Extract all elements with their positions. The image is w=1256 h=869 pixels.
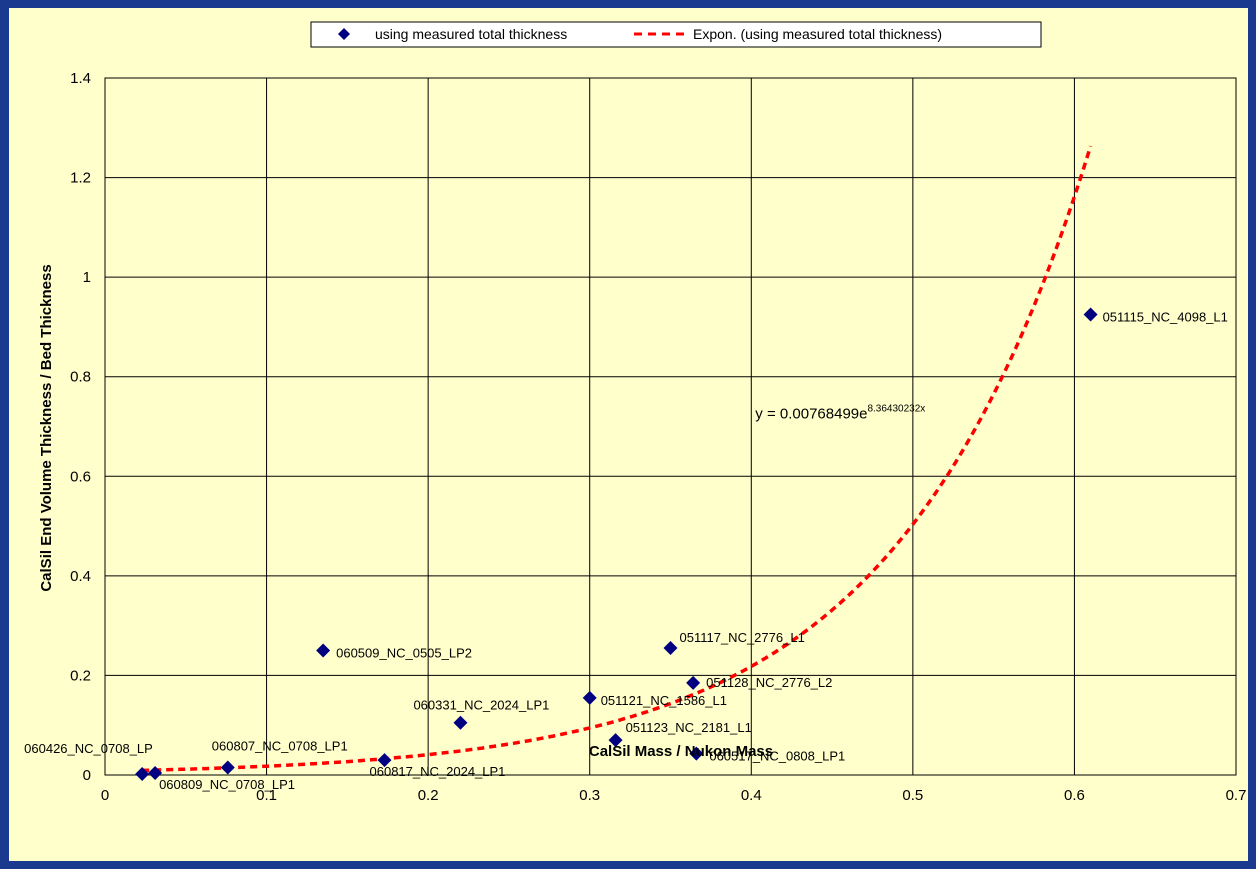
data-point-marker (1083, 307, 1098, 322)
exponential-trendline (142, 145, 1093, 773)
y-tick-label: 1.4 (70, 70, 91, 87)
legend-series-2-label: Expon. (using measured total thickness) (693, 26, 942, 42)
data-point-label: 060426_NC_0708_LP (24, 741, 153, 756)
data-point-label: 051115_NC_4098_L1 (1103, 309, 1228, 324)
y-tick-label: 1.2 (70, 170, 91, 187)
plot-area (104, 77, 1237, 776)
y-tick-label: 0.8 (70, 369, 91, 386)
legend: using measured total thickness Expon. (u… (310, 21, 1042, 48)
data-point-marker (686, 675, 701, 690)
data-point-marker (316, 643, 331, 658)
equation-base: y = 0.00768499e (755, 406, 867, 423)
y-tick-label: 0.6 (70, 468, 91, 485)
data-points: 060426_NC_0708_LP 060809_NC_0708_LP1 06080… (24, 307, 1228, 792)
data-point-marker (453, 715, 468, 730)
y-tick-label: 0 (83, 767, 91, 784)
x-tick-label: 0.2 (418, 787, 439, 804)
data-point-label: 060807_NC_0708_LP1 (212, 739, 348, 754)
legend-series-1-label: using measured total thickness (375, 26, 567, 42)
y-tick-label: 0.2 (70, 667, 91, 684)
trendline (142, 145, 1093, 773)
data-point-marker (608, 733, 623, 748)
x-tick-label: 0.5 (902, 787, 923, 804)
data-point-marker (377, 753, 392, 768)
scatter-chart: using measured total thickness Expon. (u… (24, 21, 1246, 804)
tick-labels: 0 0.2 0.4 0.6 0.8 1 1.2 1.4 0 0.1 0.2 0.3 0.4 0.5 0.6 0… (70, 70, 1246, 804)
data-point-marker (135, 767, 150, 782)
x-axis-title: CalSil Mass / Nukon Mass (589, 743, 773, 760)
data-point-label: 051121_NC_1586_L1 (601, 693, 727, 708)
x-tick-label: 0.4 (741, 787, 762, 804)
y-tick-label: 1 (83, 269, 91, 286)
chart-panel: using measured total thickness Expon. (u… (9, 8, 1248, 861)
trendline-equation: y = 0.00768499e8.36430232x (755, 404, 925, 423)
data-point-marker (663, 641, 678, 656)
grid (105, 78, 1236, 775)
y-axis-title: CalSil End Volume Thickness / Bed Thickn… (38, 264, 55, 591)
data-point-marker (148, 766, 163, 781)
data-point-label: 051117_NC_2776_L1 (680, 630, 805, 645)
data-point-label: 060817_NC_2024_LP1 (370, 764, 506, 779)
x-tick-label: 0.7 (1226, 787, 1247, 804)
data-point-marker (220, 760, 235, 775)
data-point-label: 060331_NC_2024_LP1 (413, 698, 549, 713)
x-tick-label: 0.6 (1064, 787, 1085, 804)
x-tick-label: 0.3 (579, 787, 600, 804)
x-tick-label: 0.1 (256, 787, 277, 804)
x-tick-label: 0 (101, 787, 109, 804)
data-point-label: 060517_NC_0808_LP1 (709, 749, 845, 764)
data-point-marker (582, 690, 597, 705)
data-point-label: 051128_NC_2776_L2 (706, 675, 832, 690)
data-point-label: 060509_NC_0505_LP2 (336, 646, 472, 661)
data-point-label: 060809_NC_0708_LP1 (159, 777, 295, 792)
y-tick-label: 0.4 (70, 568, 91, 585)
data-point-marker (689, 746, 704, 761)
data-point-label: 051123_NC_2181_L1 (626, 720, 752, 735)
legend-marker-diamond (338, 28, 350, 40)
equation-exponent: 8.36430232x (867, 404, 925, 415)
